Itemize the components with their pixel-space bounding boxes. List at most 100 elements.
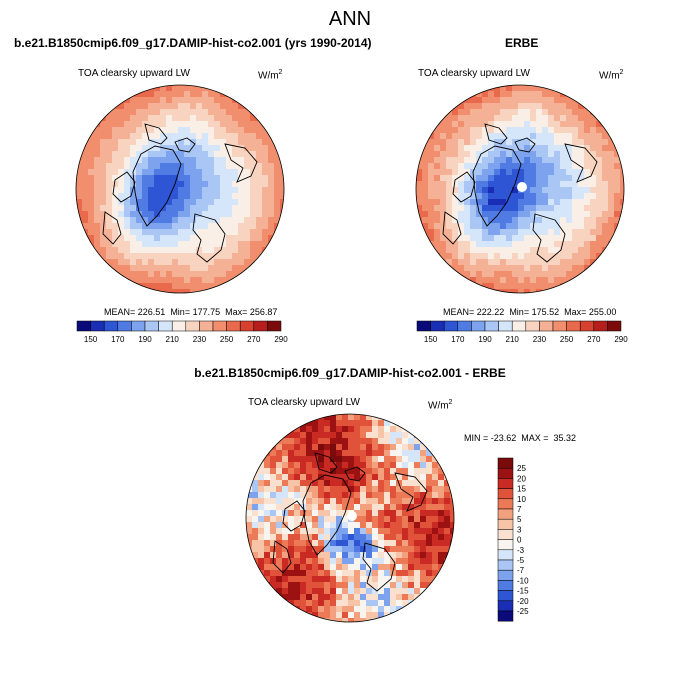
colorbar-tick-label: -20 bbox=[517, 597, 529, 606]
colorbar-tick-label: -10 bbox=[517, 576, 529, 585]
colorbar-swatch bbox=[497, 488, 514, 500]
colorbar-tick-label: -25 bbox=[517, 607, 529, 616]
colorbar-tick-label: 25 bbox=[517, 464, 526, 473]
model-colorbar: 150 170 190 210 230 250 270 290 bbox=[76, 320, 288, 344]
colorbar-swatch bbox=[497, 610, 514, 622]
colorbar-tick-label: 3 bbox=[517, 525, 522, 534]
model-units-label: W/m2 bbox=[258, 69, 283, 82]
colorbar-tick-label: -15 bbox=[517, 587, 529, 596]
colorbar-tick-label: 270 bbox=[247, 335, 261, 344]
colorbar-swatch bbox=[226, 320, 241, 332]
obs-min: Min= 175.52 bbox=[509, 307, 560, 317]
colorbar-swatch bbox=[185, 320, 200, 332]
colorbar-tick-label: 290 bbox=[274, 335, 288, 344]
model-stats: MEAN= 226.51 Min= 177.75 Max= 256.87 bbox=[104, 307, 277, 317]
colorbar-swatch bbox=[497, 600, 514, 612]
colorbar-tick-label: 230 bbox=[533, 335, 547, 344]
colorbar-swatch bbox=[158, 320, 173, 332]
obs-mean: MEAN= 222.22 bbox=[443, 307, 505, 317]
colorbar-tick-label: 210 bbox=[166, 335, 180, 344]
colorbar-tick-label: 0 bbox=[517, 536, 522, 545]
colorbar-tick-label: 15 bbox=[517, 485, 526, 494]
colorbar-tick-label: 210 bbox=[506, 335, 520, 344]
obs-max: Max= 255.00 bbox=[564, 307, 617, 317]
colorbar-swatch bbox=[497, 518, 514, 530]
colorbar-swatch bbox=[497, 590, 514, 602]
colorbar-tick-label: 20 bbox=[517, 474, 526, 483]
colorbar-swatch bbox=[253, 320, 268, 332]
colorbar-swatch bbox=[607, 320, 622, 332]
colorbar-tick-label: 150 bbox=[84, 335, 98, 344]
colorbar-swatch bbox=[497, 467, 514, 479]
colorbar-swatch bbox=[76, 320, 91, 332]
obs-polar-map bbox=[415, 84, 625, 294]
diff-polar-map bbox=[245, 413, 455, 623]
colorbar-swatch bbox=[498, 320, 513, 332]
coastlines bbox=[102, 123, 258, 263]
obs-stats: MEAN= 222.22 Min= 175.52 Max= 255.00 bbox=[443, 307, 616, 317]
coastlines bbox=[442, 123, 598, 263]
colorbar-tick-label: -3 bbox=[517, 546, 525, 555]
coastlines bbox=[272, 452, 428, 592]
colorbar-swatch bbox=[497, 539, 514, 551]
colorbar-swatch bbox=[511, 320, 527, 332]
model-variable-label: TOA clearsky upward LW bbox=[78, 68, 190, 79]
diff-units-label: W/m2 bbox=[428, 399, 453, 412]
obs-variable-label: TOA clearsky upward LW bbox=[418, 68, 530, 79]
colorbar-swatch bbox=[117, 320, 132, 332]
colorbar-swatch bbox=[212, 320, 227, 332]
colorbar-swatch bbox=[497, 498, 514, 510]
colorbar-tick-label: 170 bbox=[111, 335, 125, 344]
obs-colorbar: 150 170 190 210 230 250 270 290 bbox=[416, 320, 628, 344]
diff-variable-label: TOA clearsky upward LW bbox=[248, 397, 360, 408]
model-min: Min= 177.75 bbox=[170, 307, 221, 317]
colorbar-tick-label: 250 bbox=[220, 335, 234, 344]
colorbar-swatch bbox=[103, 320, 119, 332]
colorbar-swatch bbox=[131, 320, 146, 332]
colorbar-swatch bbox=[484, 320, 499, 332]
diff-stats: MIN = -23.62 MAX = 35.32 bbox=[464, 433, 577, 443]
colorbar-swatch bbox=[539, 320, 554, 332]
colorbar-tick-label: 190 bbox=[478, 335, 492, 344]
colorbar-swatch bbox=[497, 478, 514, 489]
colorbar-swatch bbox=[239, 320, 255, 332]
colorbar-tick-label: 270 bbox=[587, 335, 601, 344]
model-panel-heading: b.e21.B1850cmip6.f09_g17.DAMIP-hist-co2.… bbox=[14, 36, 372, 50]
model-polar-map bbox=[75, 84, 285, 294]
colorbar-tick-label: -7 bbox=[517, 566, 525, 575]
model-mean: MEAN= 226.51 bbox=[104, 307, 166, 317]
colorbar-tick-label: -5 bbox=[517, 556, 525, 565]
colorbar-swatch bbox=[457, 320, 472, 332]
colorbar-swatch bbox=[579, 320, 595, 332]
colorbar-tick-label: 290 bbox=[614, 335, 628, 344]
colorbar-swatch bbox=[497, 559, 514, 571]
model-max: Max= 256.87 bbox=[225, 307, 278, 317]
colorbar-tick-label: 5 bbox=[517, 515, 522, 524]
obs-panel-heading: ERBE bbox=[505, 36, 539, 50]
colorbar-swatch bbox=[267, 320, 282, 332]
colorbar-swatch bbox=[497, 549, 514, 561]
colorbar-tick-label: 170 bbox=[451, 335, 465, 344]
colorbar-swatch bbox=[416, 320, 431, 332]
colorbar-swatch bbox=[497, 569, 514, 581]
colorbar-swatch bbox=[497, 508, 514, 520]
colorbar-swatch bbox=[430, 320, 445, 332]
colorbar-tick-label: 7 bbox=[517, 505, 522, 514]
page-title: ANN bbox=[328, 8, 372, 30]
colorbar-swatch bbox=[566, 320, 581, 332]
colorbar-tick-label: 190 bbox=[138, 335, 152, 344]
colorbar-swatch bbox=[144, 320, 159, 332]
diff-panel-heading: b.e21.B1850cmip6.f09_g17.DAMIP-hist-co2.… bbox=[194, 366, 506, 380]
colorbar-swatch bbox=[593, 320, 608, 332]
colorbar-tick-label: 10 bbox=[517, 495, 526, 504]
colorbar-swatch bbox=[497, 529, 514, 540]
obs-units-label: W/m2 bbox=[599, 69, 624, 82]
colorbar-tick-label: 230 bbox=[193, 335, 207, 344]
colorbar-swatch bbox=[171, 320, 187, 332]
colorbar-swatch bbox=[471, 320, 486, 332]
colorbar-swatch bbox=[443, 320, 459, 332]
colorbar-swatch bbox=[525, 320, 540, 332]
colorbar-swatch bbox=[497, 580, 514, 591]
colorbar-tick-label: 250 bbox=[560, 335, 574, 344]
